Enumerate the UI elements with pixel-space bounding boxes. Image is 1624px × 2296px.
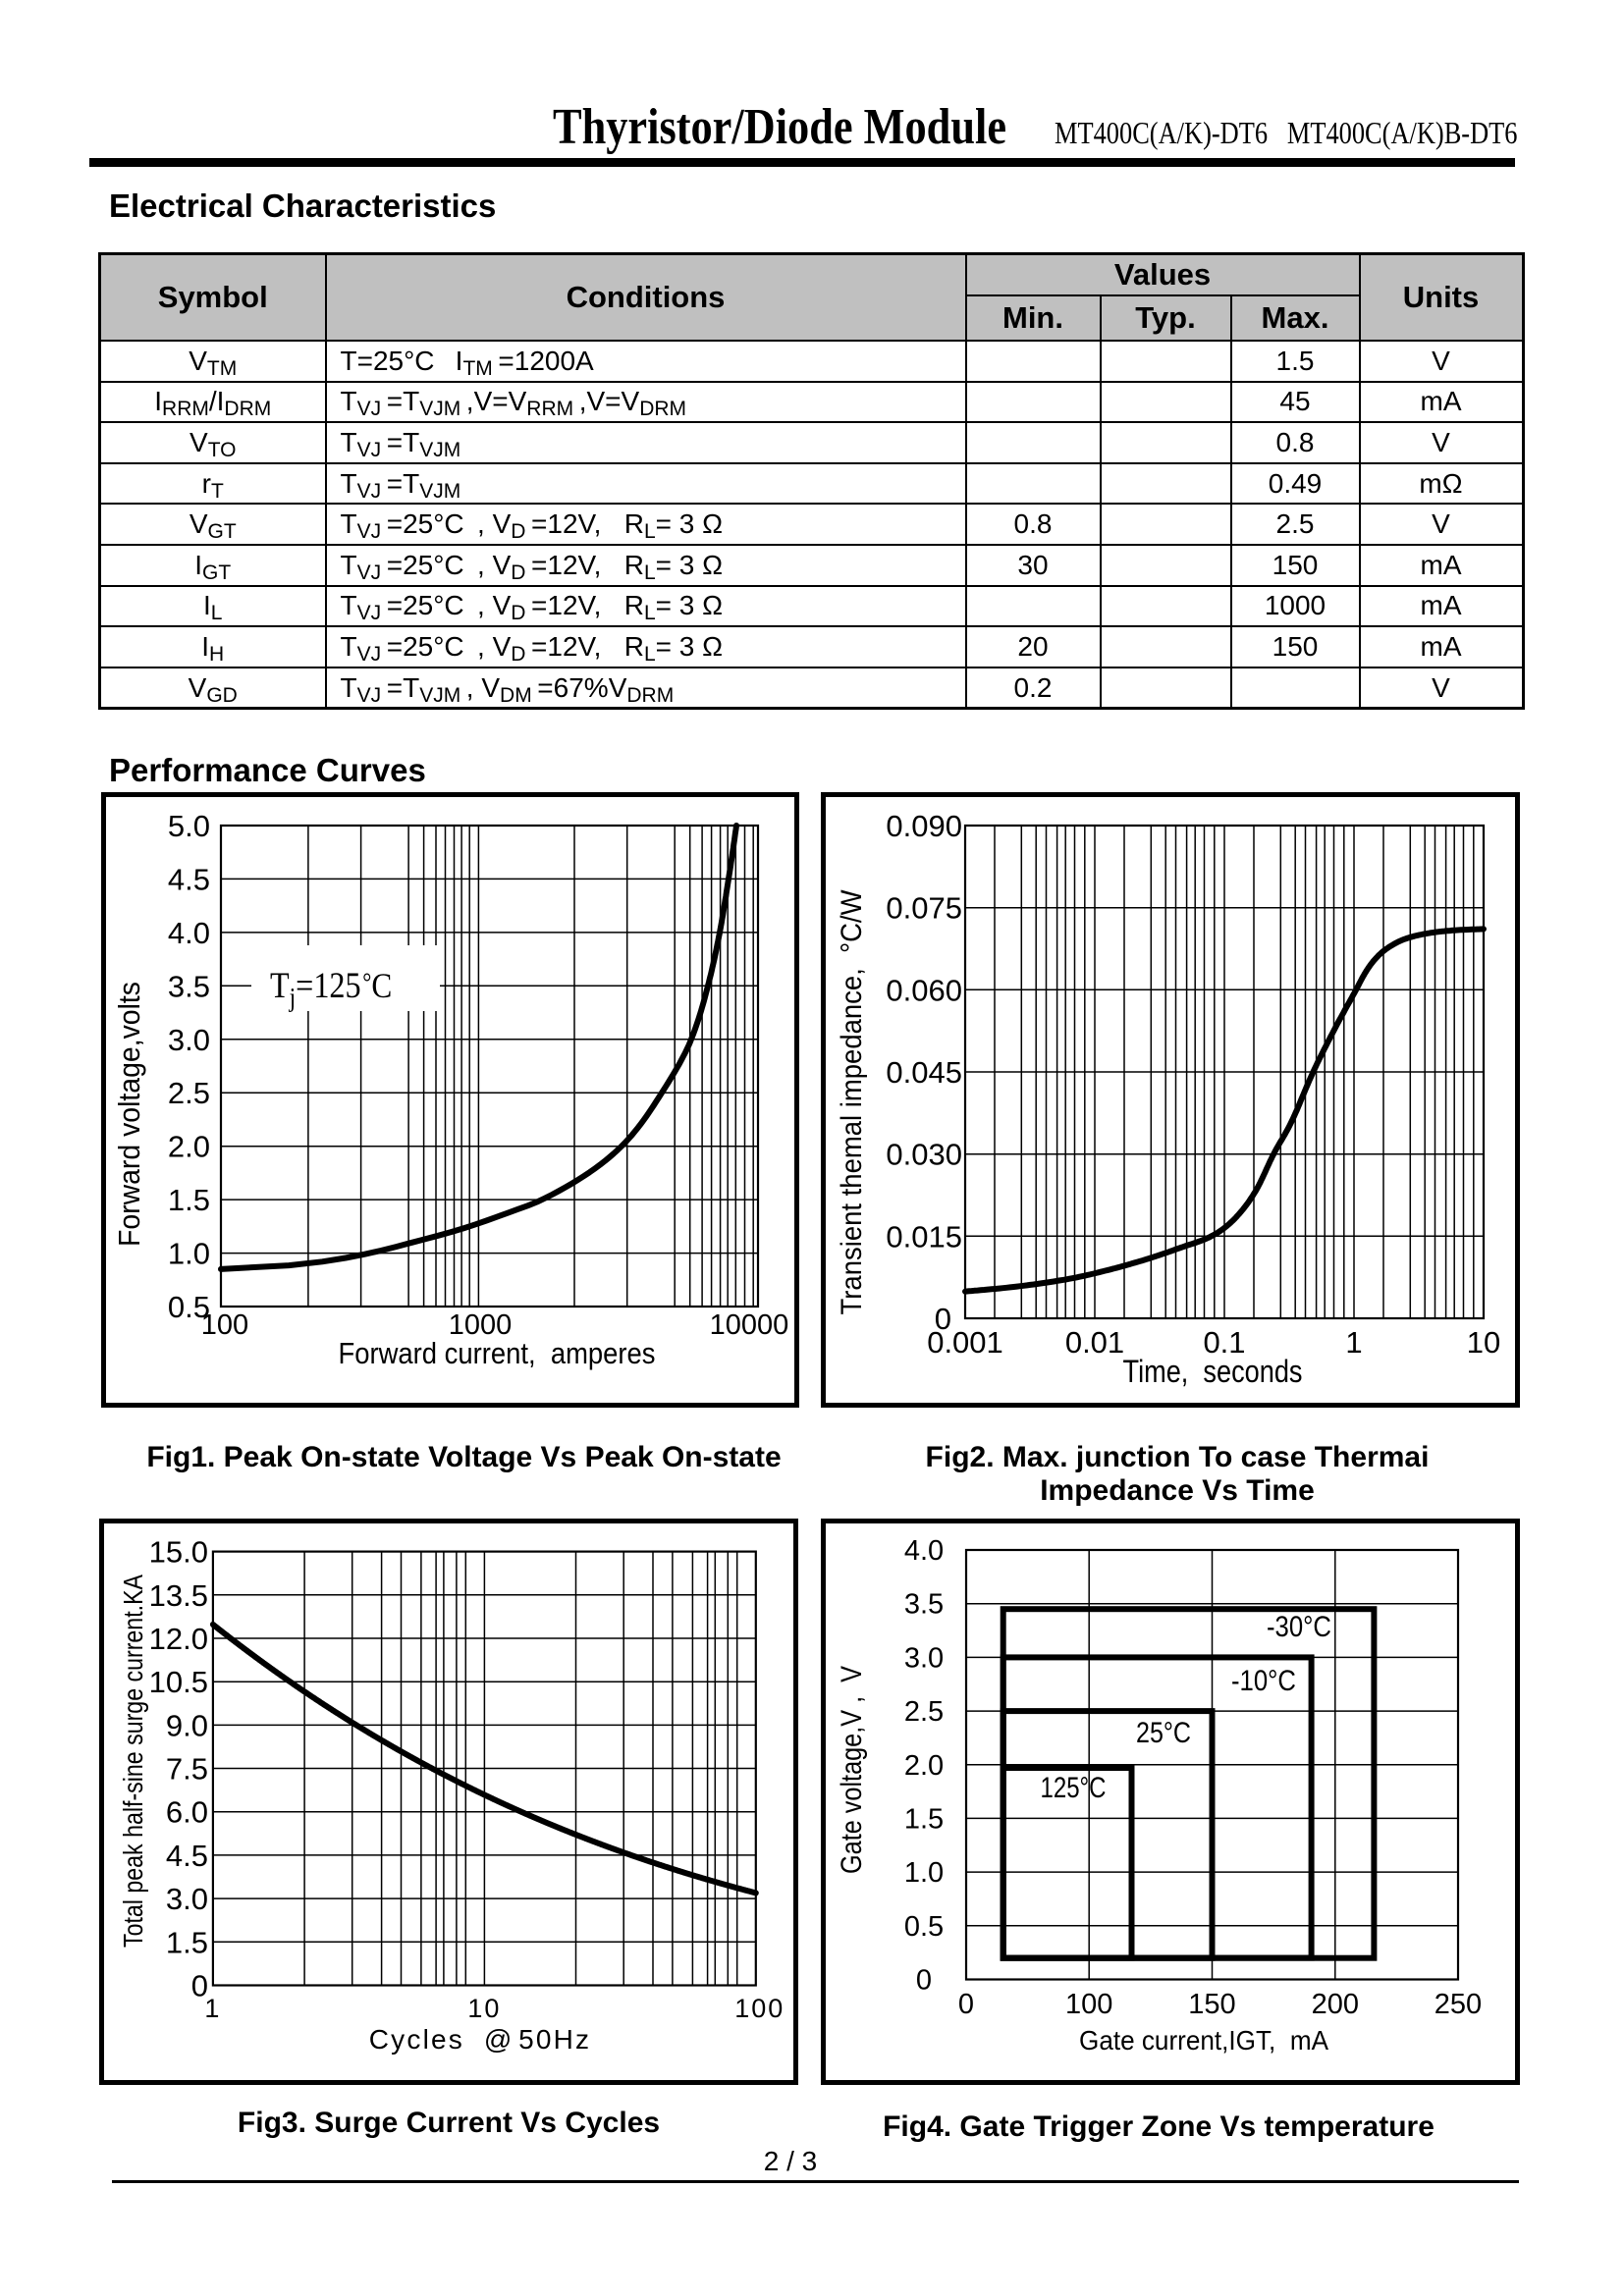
svg-text:4.5: 4.5 <box>166 1839 208 1873</box>
svg-text:3.0: 3.0 <box>168 1023 210 1057</box>
svg-text:1.5: 1.5 <box>166 1925 208 1959</box>
svg-text:10.5: 10.5 <box>149 1665 208 1699</box>
svg-text:125°C: 125°C <box>1041 1772 1107 1804</box>
svg-text:1: 1 <box>204 1994 221 2023</box>
svg-text:4.0: 4.0 <box>168 916 210 950</box>
svg-text:100: 100 <box>1065 1989 1112 2020</box>
svg-text:7.5: 7.5 <box>166 1752 208 1787</box>
svg-text:1.0: 1.0 <box>904 1857 944 1889</box>
svg-text:2.0: 2.0 <box>168 1130 210 1164</box>
svg-text:0.001: 0.001 <box>927 1325 1003 1360</box>
svg-text:Forward voltage,volts: Forward voltage,volts <box>112 982 146 1247</box>
svg-text:Cycles @ 50Hz: Cycles @ 50Hz <box>369 2024 592 2055</box>
svg-text:0.030: 0.030 <box>886 1138 962 1172</box>
svg-text:200: 200 <box>1312 1989 1359 2020</box>
svg-text:13.5: 13.5 <box>149 1578 208 1613</box>
svg-text:1000: 1000 <box>449 1309 513 1341</box>
svg-text:3.5: 3.5 <box>168 969 210 1003</box>
svg-text:1.5: 1.5 <box>168 1183 210 1217</box>
svg-text:0: 0 <box>191 1969 208 2003</box>
svg-text:0.1: 0.1 <box>1203 1325 1245 1360</box>
svg-text:0: 0 <box>958 1989 974 2020</box>
svg-text:0.075: 0.075 <box>886 891 962 926</box>
svg-text:12.0: 12.0 <box>149 1622 208 1656</box>
svg-text:0.5: 0.5 <box>168 1290 210 1324</box>
svg-text:0: 0 <box>916 1965 932 1997</box>
svg-text:10: 10 <box>1467 1325 1500 1360</box>
svg-text:Gate current,IGT, mA: Gate current,IGT, mA <box>1079 2025 1328 2056</box>
svg-text:2.5: 2.5 <box>904 1696 944 1728</box>
svg-text:1.5: 1.5 <box>904 1803 944 1835</box>
svg-text:15.0: 15.0 <box>149 1535 208 1570</box>
svg-text:0.01: 0.01 <box>1065 1325 1124 1360</box>
svg-text:10000: 10000 <box>710 1309 789 1341</box>
svg-text:3.0: 3.0 <box>166 1882 208 1916</box>
svg-text:150: 150 <box>1188 1989 1235 2020</box>
svg-text:3.0: 3.0 <box>904 1642 944 1674</box>
svg-text:25°C: 25°C <box>1136 1717 1191 1749</box>
svg-text:0: 0 <box>935 1302 951 1336</box>
svg-text:1.0: 1.0 <box>168 1237 210 1271</box>
svg-text:0.5: 0.5 <box>904 1911 944 1943</box>
svg-text:100: 100 <box>201 1309 248 1341</box>
svg-text:100: 100 <box>734 1994 785 2023</box>
svg-text:0.060: 0.060 <box>886 973 962 1007</box>
svg-text:-30°C: -30°C <box>1267 1611 1331 1643</box>
svg-text:Gate voltage,V , V: Gate voltage,V , V <box>836 1666 868 1874</box>
svg-text:6.0: 6.0 <box>166 1795 208 1830</box>
svg-text:0.090: 0.090 <box>886 809 962 843</box>
svg-text:1: 1 <box>1345 1325 1362 1360</box>
svg-text:4.5: 4.5 <box>168 862 210 896</box>
svg-text:0.015: 0.015 <box>886 1219 962 1254</box>
svg-text:Tj=125°C: Tj=125°C <box>270 966 392 1012</box>
svg-text:9.0: 9.0 <box>166 1708 208 1742</box>
svg-text:2.5: 2.5 <box>168 1076 210 1110</box>
svg-text:3.5: 3.5 <box>904 1589 944 1621</box>
svg-text:2.0: 2.0 <box>904 1750 944 1782</box>
svg-text:-10°C: -10°C <box>1231 1665 1296 1697</box>
svg-text:Total peak half-sine surge cur: Total peak half-sine surge current.KA <box>118 1575 148 1948</box>
svg-text:250: 250 <box>1435 1989 1482 2020</box>
svg-text:0.045: 0.045 <box>886 1055 962 1090</box>
svg-text:Time, seconds: Time, seconds <box>1123 1354 1303 1389</box>
svg-text:10: 10 <box>467 1994 501 2023</box>
svg-text:Forward current, amperes: Forward current, amperes <box>339 1336 656 1370</box>
svg-text:4.0: 4.0 <box>904 1535 944 1567</box>
svg-text:5.0: 5.0 <box>168 809 210 843</box>
svg-text:Transient themal impedance, °: Transient themal impedance, °C/W <box>836 889 868 1315</box>
